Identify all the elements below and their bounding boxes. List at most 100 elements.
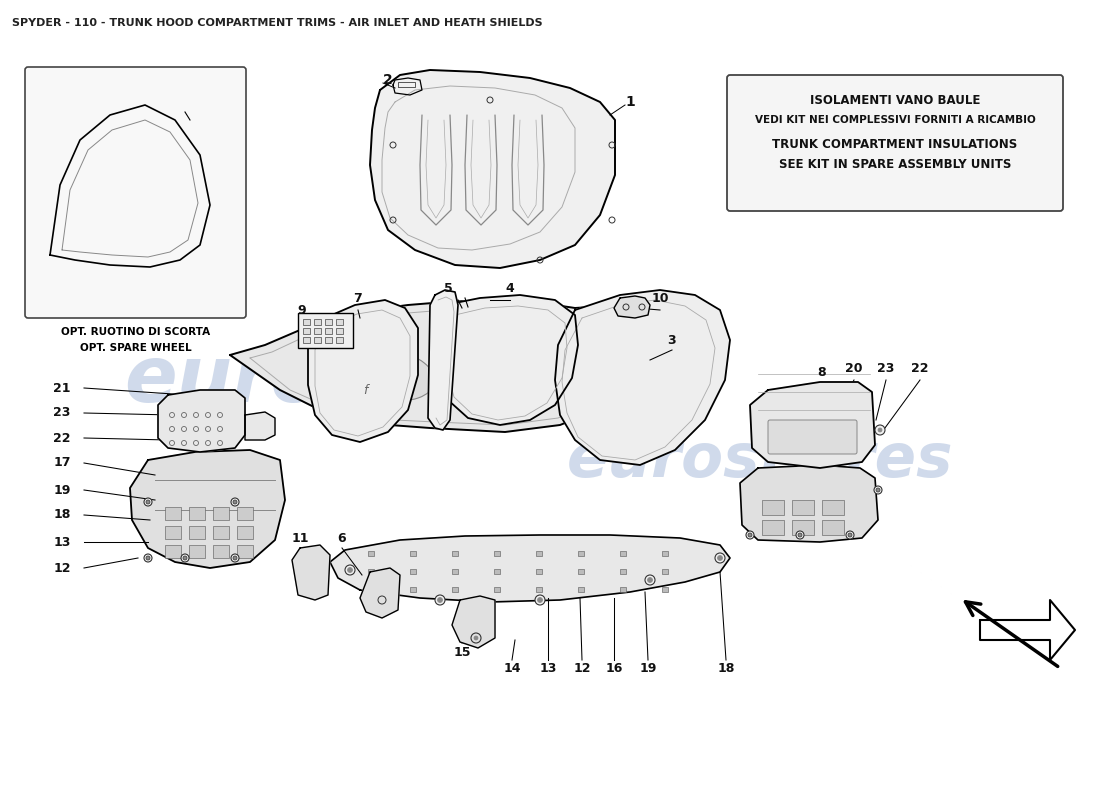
FancyBboxPatch shape	[25, 67, 246, 318]
Text: 9: 9	[298, 303, 306, 317]
Bar	[410, 587, 416, 592]
Bar	[410, 569, 416, 574]
Circle shape	[348, 567, 352, 573]
Bar	[494, 569, 501, 574]
Bar	[165, 526, 182, 539]
Polygon shape	[292, 545, 330, 600]
Bar	[620, 551, 626, 556]
Text: 6: 6	[184, 101, 192, 115]
Text: 22: 22	[53, 431, 70, 445]
Polygon shape	[360, 568, 400, 618]
Text: OPT. RUOTINO DI SCORTA: OPT. RUOTINO DI SCORTA	[60, 327, 210, 337]
Polygon shape	[436, 295, 578, 425]
Circle shape	[876, 488, 880, 492]
Text: 16: 16	[605, 662, 623, 674]
Circle shape	[144, 554, 152, 562]
Bar	[302, 319, 310, 325]
Bar	[189, 507, 205, 520]
Bar	[452, 551, 458, 556]
Bar	[536, 569, 542, 574]
Bar	[314, 328, 321, 334]
Circle shape	[645, 575, 654, 585]
Text: ISOLAMENTI VANO BAULE: ISOLAMENTI VANO BAULE	[810, 94, 980, 106]
Bar	[336, 319, 343, 325]
Text: 17: 17	[53, 457, 70, 470]
Bar	[213, 526, 229, 539]
Circle shape	[438, 598, 442, 602]
Bar	[236, 526, 253, 539]
Circle shape	[474, 636, 478, 640]
Bar	[368, 569, 374, 574]
Bar	[302, 328, 310, 334]
Text: 7: 7	[353, 291, 362, 305]
Text: VEDI KIT NEI COMPLESSIVI FORNITI A RICAMBIO: VEDI KIT NEI COMPLESSIVI FORNITI A RICAM…	[755, 115, 1035, 125]
Circle shape	[878, 428, 882, 432]
Polygon shape	[245, 412, 275, 440]
Polygon shape	[980, 600, 1075, 660]
Bar	[662, 551, 668, 556]
Text: 15: 15	[453, 646, 471, 658]
Bar	[620, 587, 626, 592]
Text: f: f	[363, 383, 367, 397]
Bar	[302, 337, 310, 343]
Bar	[792, 520, 814, 535]
Polygon shape	[330, 535, 730, 602]
Text: 6: 6	[338, 531, 346, 545]
Text: 19: 19	[53, 483, 70, 497]
Bar	[578, 551, 584, 556]
Bar	[536, 587, 542, 592]
Polygon shape	[452, 596, 495, 648]
Polygon shape	[750, 382, 874, 468]
Text: 19: 19	[639, 662, 657, 674]
Bar	[620, 569, 626, 574]
Text: 11: 11	[292, 531, 309, 545]
Text: 18: 18	[53, 509, 70, 522]
Circle shape	[146, 556, 150, 560]
Bar	[213, 545, 229, 558]
Bar	[213, 507, 229, 520]
Text: 3: 3	[668, 334, 676, 346]
FancyBboxPatch shape	[768, 420, 857, 454]
Circle shape	[535, 595, 544, 605]
Text: 5: 5	[443, 282, 452, 294]
Bar	[494, 551, 501, 556]
Circle shape	[848, 533, 852, 537]
Polygon shape	[130, 450, 285, 568]
Bar	[298, 313, 353, 348]
Bar	[324, 328, 332, 334]
Circle shape	[182, 554, 189, 562]
Bar	[494, 587, 501, 592]
Circle shape	[846, 531, 854, 539]
Bar	[578, 587, 584, 592]
Text: 13: 13	[53, 535, 70, 549]
Bar	[792, 500, 814, 515]
FancyBboxPatch shape	[727, 75, 1063, 211]
Text: 23: 23	[878, 362, 894, 374]
Polygon shape	[740, 465, 878, 542]
Circle shape	[874, 425, 886, 435]
Bar	[189, 526, 205, 539]
Bar	[822, 520, 844, 535]
Polygon shape	[308, 300, 418, 442]
Circle shape	[796, 531, 804, 539]
Text: 1: 1	[625, 95, 635, 109]
Circle shape	[146, 500, 150, 504]
Circle shape	[144, 498, 152, 506]
Bar	[536, 551, 542, 556]
Text: 8: 8	[817, 366, 826, 378]
Text: 13: 13	[539, 662, 557, 674]
Text: eurospares: eurospares	[124, 342, 616, 418]
Polygon shape	[556, 290, 730, 465]
Ellipse shape	[345, 349, 434, 401]
Bar	[165, 545, 182, 558]
Circle shape	[183, 556, 187, 560]
Text: 23: 23	[53, 406, 70, 419]
Polygon shape	[158, 390, 245, 452]
Text: 4: 4	[506, 282, 515, 294]
Text: 10: 10	[651, 291, 669, 305]
Polygon shape	[614, 296, 650, 318]
Bar	[662, 587, 668, 592]
Polygon shape	[428, 290, 458, 430]
Text: 12: 12	[573, 662, 591, 674]
Bar	[368, 587, 374, 592]
